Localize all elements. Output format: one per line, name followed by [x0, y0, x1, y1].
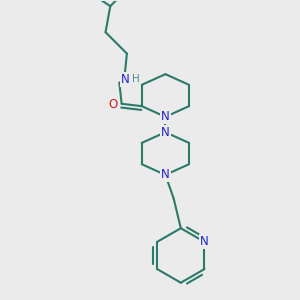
Text: N: N: [121, 73, 130, 86]
Text: N: N: [161, 126, 170, 139]
Text: N: N: [200, 235, 209, 248]
Text: N: N: [161, 168, 170, 182]
Text: H: H: [131, 74, 139, 84]
Text: N: N: [161, 110, 170, 123]
Text: O: O: [109, 98, 118, 112]
